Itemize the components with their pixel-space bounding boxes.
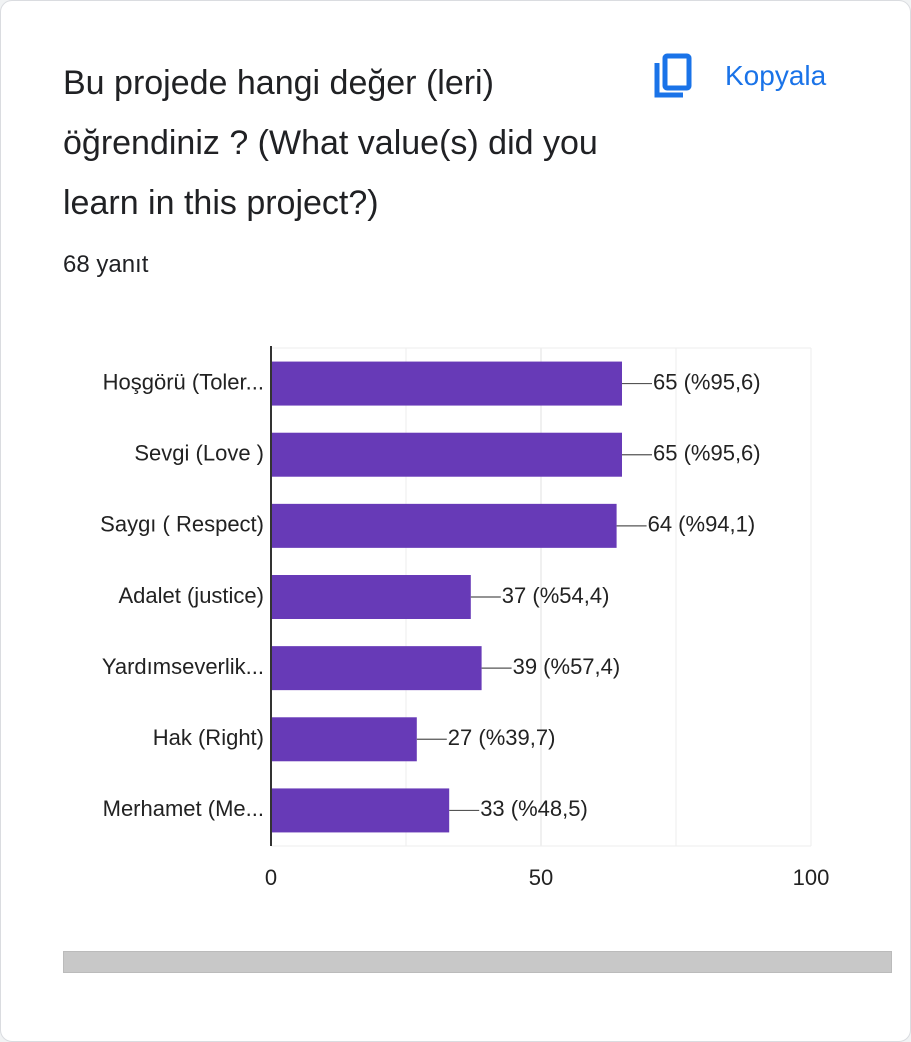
y-tick-label: Yardımseverlik... (102, 654, 264, 679)
x-tick-label: 100 (793, 865, 830, 890)
bar (271, 432, 622, 477)
copy-icon (654, 53, 692, 98)
x-tick-label: 0 (265, 865, 277, 890)
copy-label: Kopyala (725, 60, 827, 91)
y-tick-label: Merhamet (Me... (103, 796, 264, 821)
y-tick-label: Sevgi (Love ) (134, 441, 264, 466)
y-tick-label: Hoşgörü (Toler... (103, 369, 264, 394)
bar (271, 646, 482, 691)
scrollbar[interactable] (63, 951, 892, 973)
y-tick-label: Hak (Right) (153, 725, 264, 750)
value-label: 39 (%57,4) (513, 654, 621, 679)
value-label: 65 (%95,6) (653, 369, 761, 394)
bar (271, 503, 617, 548)
value-label: 64 (%94,1) (648, 512, 756, 537)
y-tick-label: Adalet (justice) (118, 583, 264, 608)
value-label: 27 (%39,7) (448, 725, 556, 750)
bar (271, 717, 417, 762)
response-count: 68 yanıt (63, 251, 149, 278)
value-label: 37 (%54,4) (502, 583, 610, 608)
chart-title: Bu projede hangi değer (leri) öğrendiniz… (63, 64, 598, 222)
bar (271, 575, 471, 619)
x-tick-label: 50 (529, 865, 553, 890)
copy-button[interactable]: Kopyala (653, 53, 826, 99)
value-label: 33 (%48,5) (480, 796, 588, 821)
bar (271, 788, 450, 833)
bar (271, 361, 622, 406)
value-label: 65 (%95,6) (653, 441, 761, 466)
chart: 0 50 100 Hoşgörü (Toler... 65 (%95,6) Sevgi (… (100, 346, 830, 890)
y-tick-label: Saygı ( Respect) (100, 512, 264, 537)
